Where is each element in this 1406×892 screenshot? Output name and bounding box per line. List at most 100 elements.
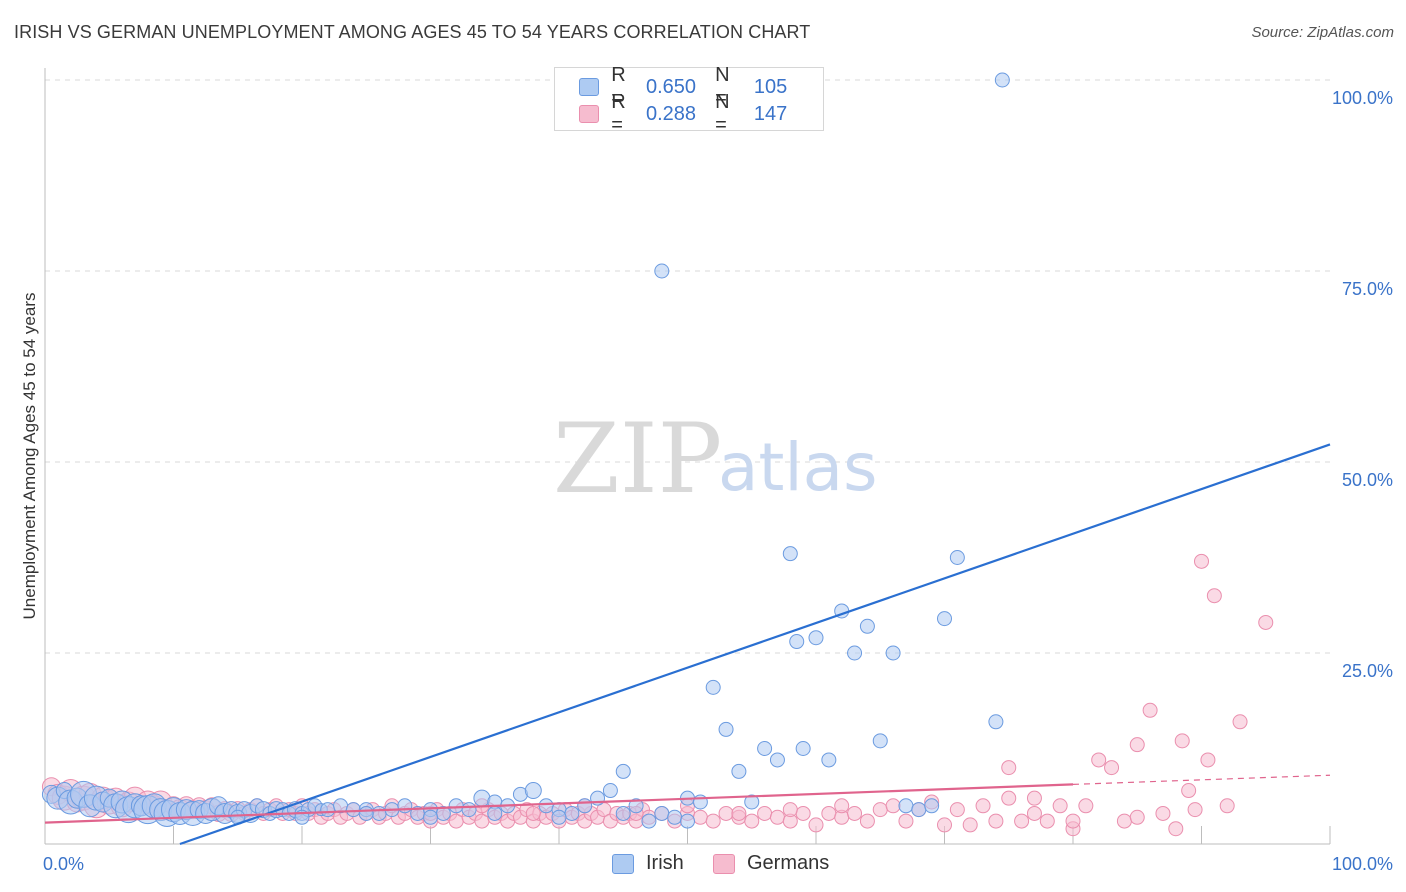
- germans-point: [885, 798, 901, 814]
- germans-point: [1052, 798, 1068, 814]
- germans-point: [1026, 805, 1042, 821]
- tick-labels: 25.0% 50.0% 75.0% 100.0% 0.0% 100.0%: [43, 88, 1393, 874]
- germans-legend-swatch: [713, 853, 735, 874]
- germans-trend-line: [44, 783, 1074, 824]
- irish-point: [524, 782, 542, 800]
- germans-point: [525, 805, 541, 821]
- germans-point: [705, 813, 721, 829]
- germans-point: [1155, 805, 1171, 821]
- germans-trend-extension: [1072, 774, 1331, 786]
- watermark: ZIP atlas: [553, 403, 878, 515]
- irish-trend-line: [179, 443, 1331, 846]
- irish-point: [705, 679, 721, 695]
- x-tick-label-0: 0.0%: [43, 854, 84, 874]
- germans-point: [1181, 783, 1197, 799]
- irish-point: [782, 546, 798, 562]
- y-axis-label: Unemployment Among Ages 45 to 54 years: [20, 293, 39, 620]
- germans-point: [1129, 737, 1145, 753]
- irish-point: [924, 798, 940, 814]
- germans-point: [1200, 752, 1216, 768]
- irish-point: [654, 805, 670, 821]
- germans-point: [1219, 798, 1235, 814]
- irish-point: [371, 805, 387, 821]
- irish-point: [358, 805, 374, 821]
- germans-n-value: 147: [753, 102, 788, 125]
- germans-point: [1168, 821, 1184, 837]
- irish-point: [461, 802, 477, 818]
- irish-point: [615, 805, 631, 821]
- irish-swatch: [579, 78, 600, 96]
- irish-point: [345, 802, 361, 818]
- germans-point: [1104, 760, 1120, 776]
- legend-item-irish[interactable]: Irish: [612, 852, 684, 875]
- germans-swatch: [579, 105, 600, 123]
- irish-n-label: N =: [715, 64, 730, 109]
- y-tick-label-75: 75.0%: [1342, 279, 1393, 299]
- irish-point: [564, 805, 580, 821]
- irish-r-label: R =: [611, 64, 626, 109]
- germans-point: [1258, 614, 1274, 630]
- germans-point: [731, 805, 747, 821]
- irish-point: [872, 733, 888, 749]
- y-tick-label-25: 25.0%: [1342, 661, 1393, 681]
- watermark-zip: ZIP: [553, 403, 722, 515]
- irish-point: [731, 763, 747, 779]
- irish-point: [397, 798, 413, 814]
- germans-point: [1001, 760, 1017, 776]
- germans-point: [1001, 790, 1017, 806]
- irish-point: [821, 752, 837, 768]
- irish-point: [718, 721, 734, 737]
- irish-point: [808, 630, 824, 646]
- germans-point: [769, 809, 785, 825]
- source-label: Source: ZipAtlas.com: [1251, 24, 1394, 41]
- irish-legend-label: Irish: [646, 852, 684, 874]
- germans-point: [847, 805, 863, 821]
- irish-point: [885, 645, 901, 661]
- germans-points: [41, 553, 1274, 837]
- irish-point: [602, 783, 618, 799]
- y-tick-label-100: 100.0%: [1332, 88, 1393, 108]
- irish-point: [757, 741, 773, 756]
- irish-point: [911, 802, 927, 818]
- irish-point: [538, 798, 554, 814]
- irish-point: [615, 763, 631, 779]
- germans-point: [744, 813, 760, 829]
- watermark-atlas: atlas: [718, 429, 878, 506]
- irish-point: [859, 618, 875, 634]
- irish-point: [769, 752, 785, 768]
- irish-legend-swatch: [612, 853, 634, 874]
- germans-legend-label: Germans: [747, 852, 830, 874]
- irish-point: [680, 813, 695, 829]
- irish-point: [423, 809, 438, 825]
- germans-point: [808, 817, 824, 833]
- irish-point: [847, 645, 863, 661]
- germans-point: [1026, 790, 1042, 806]
- germans-r-label: R =: [611, 91, 626, 136]
- germans-point: [872, 802, 888, 818]
- irish-r-value: 0.650: [646, 75, 697, 98]
- germans-point: [1129, 809, 1145, 825]
- germans-point: [898, 813, 914, 829]
- germans-point: [937, 817, 952, 833]
- irish-point: [551, 809, 567, 825]
- gridlines: [45, 79, 1330, 654]
- legend-row-germans: R = 0.288 N = 147: [579, 91, 823, 136]
- germans-point: [1091, 752, 1107, 768]
- y-tick-label-50: 50.0%: [1342, 470, 1393, 490]
- legend-item-germans[interactable]: Germans: [713, 852, 829, 875]
- germans-n-label: N =: [715, 91, 730, 136]
- germans-point: [1065, 813, 1081, 829]
- germans-point: [1232, 714, 1248, 730]
- irish-point: [898, 798, 914, 814]
- germans-point: [1116, 813, 1132, 829]
- germans-point: [757, 805, 773, 821]
- irish-point: [320, 802, 336, 818]
- germans-point: [859, 813, 875, 829]
- irish-point: [988, 714, 1004, 730]
- germans-point: [1039, 813, 1055, 829]
- irish-point: [789, 634, 805, 650]
- axes: [44, 68, 1331, 845]
- germans-point: [1014, 813, 1030, 829]
- germans-point: [692, 809, 708, 825]
- germans-point: [1206, 588, 1222, 604]
